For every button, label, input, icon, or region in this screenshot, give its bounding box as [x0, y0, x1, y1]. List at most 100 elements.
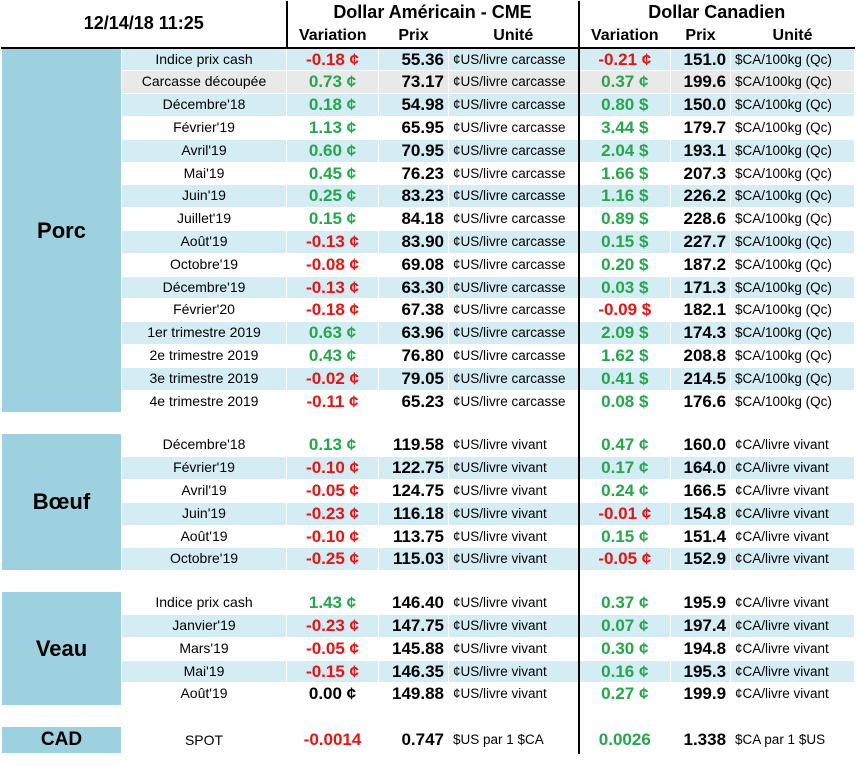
table-row: Janvier'19 -0.23 ¢ 147.75 ¢US/livre vivant 0… — [2, 613, 856, 638]
ca-unit: $CA/100kg (Qc) — [730, 252, 856, 277]
ca-unit: ¢CA/livre vivant — [730, 524, 856, 549]
row-label: Indice prix cash — [121, 47, 287, 72]
ca-unit: $CA/100kg (Qc) — [730, 343, 856, 368]
row-label: Indice prix cash — [121, 591, 287, 615]
us-variation: 0.63 ¢ — [286, 321, 379, 345]
ca-price: 160.0 — [670, 433, 732, 458]
us-variation: 0.13 ¢ — [286, 433, 379, 458]
cad-ca-price: 1.338 — [670, 726, 732, 755]
ca-price: 207.3 — [670, 161, 732, 186]
row-label: Août'19 — [121, 524, 287, 549]
ca-unit: $CA/100kg (Qc) — [730, 366, 856, 391]
us-price: 70.95 — [378, 138, 449, 163]
ca-variation: 0.30 ¢ — [578, 636, 672, 661]
ca-unit: $CA/100kg (Qc) — [730, 184, 856, 209]
row-label: Mars'19 — [121, 636, 287, 661]
cad-row: CAD SPOT -0.0014 0.747 $US par 1 $CA 0.0026 1.… — [1, 726, 856, 755]
us-price: 119.58 — [378, 433, 449, 458]
us-price: 65.23 — [378, 389, 449, 414]
table-row: Février'19 1.13 ¢ 65.95 ¢US/livre carcasse 3… — [2, 115, 856, 140]
ca-price: 226.2 — [670, 184, 732, 209]
row-label: Carcasse découpée — [121, 70, 287, 95]
us-variation: -0.05 ¢ — [286, 636, 379, 661]
ca-unit: $CA/100kg (Qc) — [730, 47, 856, 72]
us-unit: ¢US/livre carcasse — [447, 229, 580, 254]
table-row: Veau Indice prix cash 1.43 ¢ 146.40 ¢US/livr… — [1, 591, 856, 707]
us-unit: ¢US/livre vivant — [447, 613, 580, 638]
us-unit: ¢US/livre vivant — [447, 636, 580, 661]
table-row: Bœuf Décembre'18 0.13 ¢ 119.58 ¢US/livre viv… — [1, 433, 856, 572]
us-unit: ¢US/livre carcasse — [447, 343, 580, 368]
spacer-cell — [0, 412, 580, 435]
table-row: Octobre'19 -0.25 ¢ 115.03 ¢US/livre vivant -… — [2, 547, 856, 572]
ca-variation: -0.01 ¢ — [578, 501, 672, 526]
us-unit: ¢US/livre carcasse — [447, 321, 580, 345]
row-label: Février'19 — [121, 456, 287, 480]
row-label: Octobre'19 — [121, 252, 287, 277]
us-price: 146.40 — [378, 591, 449, 615]
us-variation: -0.25 ¢ — [286, 547, 379, 572]
row-label: Mai'19 — [121, 161, 287, 186]
us-price: 65.95 — [378, 115, 449, 140]
us-unit: ¢US/livre carcasse — [447, 47, 580, 72]
us-variation: 0.73 ¢ — [286, 70, 379, 95]
us-price: 54.98 — [378, 93, 449, 117]
section-label: Veau — [1, 591, 122, 707]
row-label: 3e trimestre 2019 — [121, 366, 287, 391]
row-label: Août'19 — [121, 229, 287, 254]
ca-unit: ¢CA/livre vivant — [730, 547, 856, 572]
ca-variation: 0.15 $ — [578, 229, 672, 254]
ca-unit: $CA/100kg (Qc) — [730, 161, 856, 186]
ca-unit: $CA/100kg (Qc) — [730, 138, 856, 163]
ca-variation: 0.37 ¢ — [578, 591, 672, 615]
ca-unit: ¢CA/livre vivant — [730, 682, 856, 707]
us-price: 147.75 — [378, 613, 449, 638]
ca-price: 151.0 — [670, 47, 732, 72]
ca-variation: 0.89 $ — [578, 207, 672, 231]
ca-unit: $CA/100kg (Qc) — [730, 298, 856, 323]
table-row: Mai'19 0.45 ¢ 76.23 ¢US/livre carcasse 1.66 … — [2, 161, 856, 186]
table-row: Mai'19 -0.15 ¢ 146.35 ¢US/livre vivant 0.16 … — [2, 659, 856, 684]
us-unit: ¢US/livre vivant — [447, 501, 580, 526]
table-row: Juin'19 -0.23 ¢ 116.18 ¢US/livre vivant -0.0… — [2, 501, 856, 526]
us-unit: ¢US/livre carcasse — [447, 389, 580, 414]
us-unit: ¢US/livre carcasse — [447, 93, 580, 117]
ca-variation: 0.80 $ — [578, 93, 672, 117]
ca-price: 194.8 — [670, 636, 732, 661]
table-row: 2e trimestre 2019 0.43 ¢ 76.80 ¢US/livre ca… — [2, 343, 856, 368]
ca-col-unite: Unité — [730, 23, 856, 49]
ca-variation: 0.15 ¢ — [578, 524, 672, 549]
spacer-cell — [0, 705, 580, 728]
ca-unit: $CA/100kg (Qc) — [730, 389, 856, 414]
ca-unit: $CA/100kg (Qc) — [730, 321, 856, 345]
us-unit: ¢US/livre carcasse — [447, 161, 580, 186]
spacer-cell — [578, 705, 856, 728]
spacer-row — [0, 570, 856, 593]
cad-us-variation: -0.0014 — [286, 726, 379, 755]
us-unit: ¢US/livre carcasse — [447, 252, 580, 277]
ca-price: 187.2 — [670, 252, 732, 277]
ca-unit: $CA/100kg (Qc) — [730, 70, 856, 95]
row-label: Janvier'19 — [121, 613, 287, 638]
row-label: Juin'19 — [121, 184, 287, 209]
us-unit: ¢US/livre carcasse — [447, 275, 580, 300]
ca-price: 151.4 — [670, 524, 732, 549]
ca-variation: -0.21 ¢ — [578, 47, 672, 72]
spacer-row — [0, 412, 856, 435]
spacer-cell — [0, 570, 580, 593]
us-variation: -0.08 ¢ — [286, 252, 379, 277]
row-label: 1er trimestre 2019 — [121, 321, 287, 345]
us-col-prix: Prix — [378, 23, 449, 49]
ca-price: 152.9 — [670, 547, 732, 572]
us-unit: ¢US/livre vivant — [447, 659, 580, 684]
timestamp: 12/14/18 11:25 — [1, 0, 288, 49]
row-label: Décembre'18 — [121, 93, 287, 117]
us-unit: ¢US/livre carcasse — [447, 70, 580, 95]
us-col-unite: Unité — [447, 23, 580, 49]
ca-price: 150.0 — [670, 93, 732, 117]
ca-unit: $CA/100kg (Qc) — [730, 93, 856, 117]
us-variation: -0.10 ¢ — [286, 456, 379, 480]
cad-us-price: 0.747 — [378, 726, 449, 755]
spacer-cell — [578, 570, 856, 593]
us-unit: ¢US/livre vivant — [447, 433, 580, 458]
